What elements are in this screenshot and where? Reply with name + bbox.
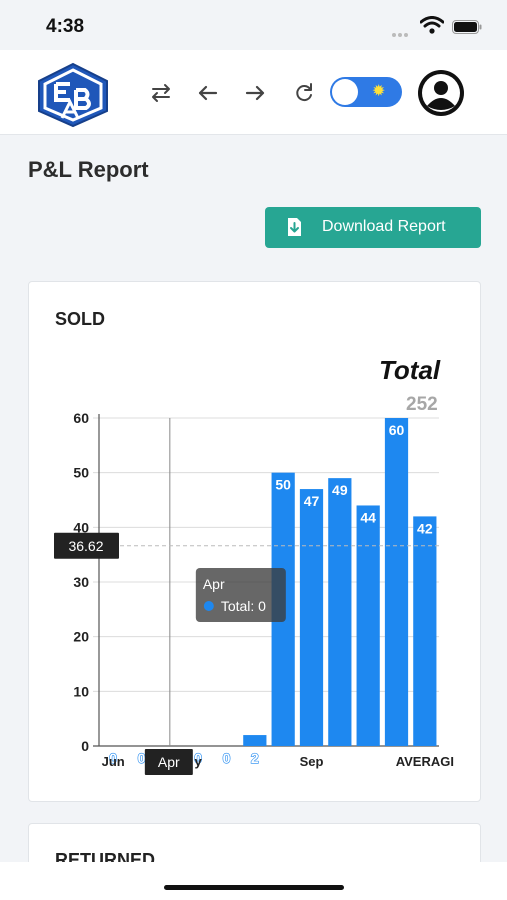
- eba-logo[interactable]: [36, 62, 110, 128]
- y-tick-label: 30: [73, 574, 89, 590]
- download-report-button[interactable]: Download Report: [265, 207, 481, 248]
- sold-card-title: SOLD: [55, 309, 106, 329]
- crosshair-x-label: Apr: [158, 754, 180, 770]
- toggle-knob: [332, 79, 358, 105]
- bar-data-label: 60: [389, 422, 405, 438]
- swap-icon[interactable]: [148, 80, 174, 106]
- average-badge: [54, 532, 119, 559]
- bar: [328, 478, 352, 746]
- tooltip-series-dot: [203, 601, 214, 611]
- x-tick-label: AVERAGI: [396, 754, 454, 769]
- bottom-safe-area: [0, 862, 507, 900]
- refresh-icon[interactable]: [291, 80, 317, 106]
- signal-dots-icon: [392, 24, 414, 55]
- wifi-icon: [420, 16, 444, 34]
- average-badge-label: 36.62: [68, 538, 103, 554]
- y-tick-label: 50: [73, 465, 89, 481]
- page-title: P&L Report: [28, 157, 149, 182]
- bar-data-label: 0: [138, 750, 146, 766]
- y-tick-label: 20: [73, 629, 89, 645]
- total-label: Total: [379, 355, 441, 385]
- bar: [384, 418, 409, 746]
- tooltip-title: Apr: [203, 576, 225, 592]
- tooltip-text: Total: 0: [221, 598, 266, 614]
- y-tick-label: 0: [81, 738, 89, 754]
- y-tick-label: 60: [73, 410, 89, 426]
- bar: [299, 489, 324, 746]
- x-tick-label: y: [195, 754, 203, 769]
- bar-data-label: 42: [417, 520, 433, 536]
- battery-icon: [452, 20, 482, 34]
- bar-data-label: 0: [109, 750, 117, 766]
- bar-data-label: 44: [360, 509, 376, 525]
- y-tick-label: 10: [73, 683, 89, 699]
- theme-toggle[interactable]: [330, 77, 402, 107]
- bar-data-label: 2: [251, 750, 259, 766]
- total-value: 252: [406, 394, 438, 415]
- bar-data-label: 0: [223, 750, 231, 766]
- bar-data-label: 49: [332, 482, 348, 498]
- x-tick-label: Sep: [300, 754, 324, 769]
- download-report-label: Download Report: [322, 218, 446, 235]
- arrow-right-icon[interactable]: [242, 80, 268, 106]
- download-file-icon: [288, 218, 301, 236]
- status-time: 4:38: [46, 16, 85, 37]
- arrow-left-icon[interactable]: [195, 80, 221, 106]
- bar: [413, 516, 437, 746]
- bar-data-label: 47: [304, 493, 320, 509]
- bar: [243, 735, 267, 746]
- sun-icon: ✹: [372, 83, 386, 100]
- sold-bar-chart[interactable]: 0102030405060000002504749446042JunySepAV…: [29, 282, 480, 801]
- bar-data-label: 0: [194, 750, 202, 766]
- sold-chart-card: SOLD Total 252 0102030405060000002504749…: [28, 281, 481, 802]
- user-avatar-icon[interactable]: [416, 68, 466, 118]
- y-tick-label: 40: [73, 519, 89, 535]
- x-tick-label: Jun: [102, 754, 125, 769]
- crosshair-x-badge: [144, 749, 193, 775]
- status-bar: 4:38: [0, 0, 507, 55]
- bar-data-label: 50: [275, 477, 291, 493]
- home-indicator[interactable]: [164, 885, 344, 890]
- bar: [356, 505, 380, 746]
- tooltip-box: [195, 568, 286, 622]
